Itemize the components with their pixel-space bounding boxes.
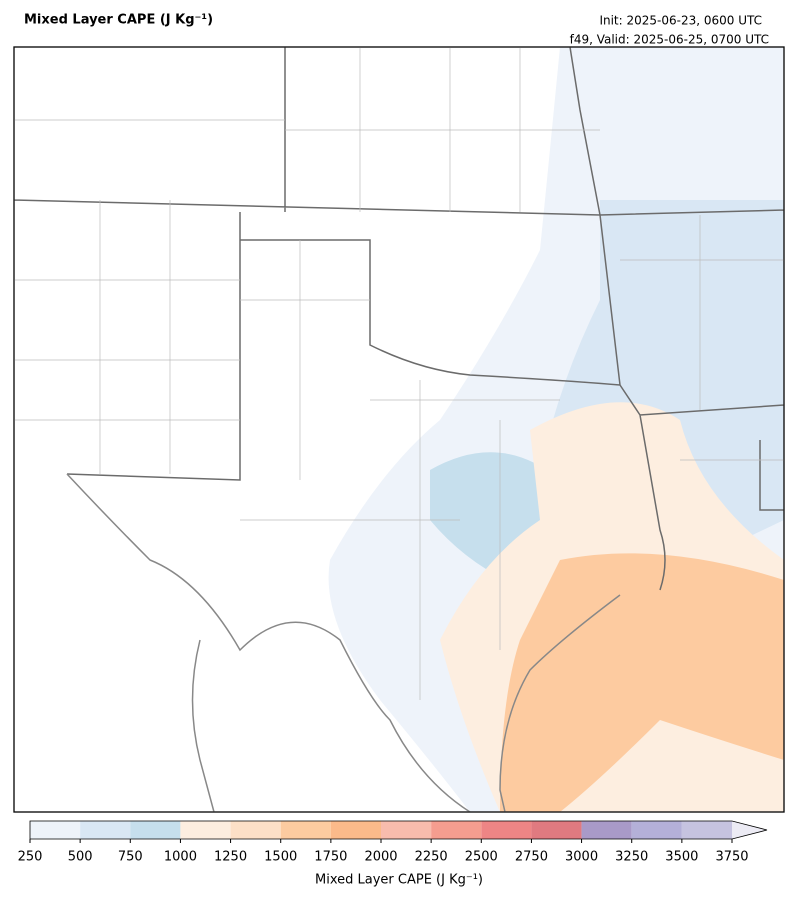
colorbar-tick-label: 2750 <box>515 850 548 865</box>
init-time: Init: 2025-06-23, 0600 UTC <box>599 14 762 28</box>
colorbar-segment <box>381 821 432 839</box>
colorbar-segment <box>431 821 482 839</box>
map <box>13 46 785 813</box>
colorbar-tick-label: 250 <box>18 850 43 865</box>
colorbar-tick-label: 750 <box>118 850 143 865</box>
valid-time: f49, Valid: 2025-06-25, 0700 UTC <box>570 33 769 47</box>
colorbar-tick-label: 3000 <box>565 850 598 865</box>
colorbar-tick-label: 2500 <box>465 850 498 865</box>
colorbar-segment <box>531 821 582 839</box>
colorbar-segment <box>130 821 181 839</box>
map-frame <box>13 46 785 813</box>
colorbar-segment <box>280 821 331 839</box>
colorbar-segment <box>631 821 682 839</box>
cape-high-area <box>500 553 784 812</box>
colorbar-tick-label: 3750 <box>715 850 748 865</box>
colorbar-segment <box>230 821 281 839</box>
colorbar-segment <box>681 821 732 839</box>
colorbar-tick-label: 1250 <box>214 850 247 865</box>
border-coast <box>66 473 621 813</box>
colorbar-tick-label: 1000 <box>164 850 197 865</box>
colorbar-extension <box>732 821 767 839</box>
colorbar-tick-label: 3250 <box>615 850 648 865</box>
colorbar-tick-label: 2000 <box>364 850 397 865</box>
colorbar: 250 500 750 1000 1250 1500 1750 2000 2250 2500 275… <box>18 820 768 865</box>
colorbar-segment <box>80 821 131 839</box>
colorbar-outline <box>29 820 768 840</box>
colorbar-tick-label: 1500 <box>264 850 297 865</box>
colorbar-tick-label: 3500 <box>665 850 698 865</box>
colorbar-segment <box>481 821 532 839</box>
colorbar-tick-label: 1750 <box>314 850 347 865</box>
colorbar-tick-label: 2250 <box>415 850 448 865</box>
colorbar-segment <box>330 821 381 839</box>
title: Mixed Layer CAPE (J Kg⁻¹) <box>24 13 213 28</box>
colorbar-segment <box>581 821 632 839</box>
colorbar-label: Mixed Layer CAPE (J Kg⁻¹) <box>315 873 483 888</box>
colorbar-segment <box>30 821 81 839</box>
county-border <box>14 47 784 700</box>
colorbar-tick-label: 500 <box>68 850 93 865</box>
colorbar-segment <box>180 821 231 839</box>
